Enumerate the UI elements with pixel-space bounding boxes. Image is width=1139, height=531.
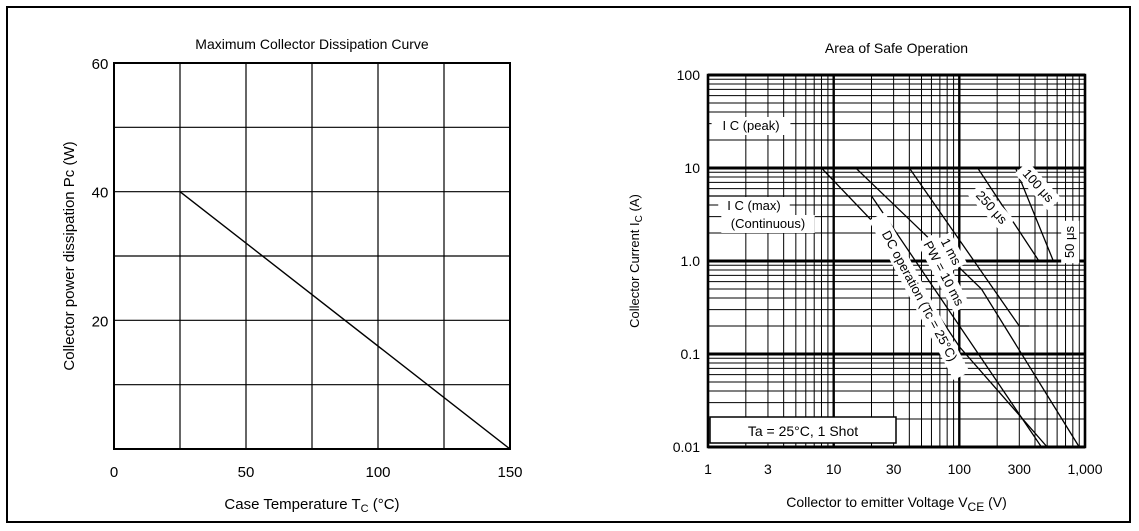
right-xtick-label: 1 [704,461,712,477]
label-ic-max: I C (max) [718,196,790,215]
left-ytick-label: 20 [92,313,109,330]
label-50us-bg [1061,220,1080,264]
left-y-axis-label: Collector power dissipation Pc (W) [61,141,78,370]
right-x-axis-label: Collector to emitter Voltage VCE (V) [786,494,1007,514]
label-ic-peak-text: I C (peak) [722,118,779,133]
left-chart-title: Maximum Collector Dissipation Curve [195,36,429,52]
label-ic-max-bg [718,196,790,215]
left-xtick-label: 0 [110,464,118,481]
figure-frame: 20 40 60 0 50 100 150 Maximum Collector Dissipa… [6,6,1131,523]
label-250us: 250 μs [967,183,1015,233]
right-xtick-label: 100 [948,461,972,477]
left-x-axis-label: Case Temperature TC (°C) [224,496,399,515]
right-xtick-label: 300 [1008,461,1032,477]
label-ic-max-text: I C (max) [727,198,780,213]
right-ytick-label: 0.1 [681,346,701,362]
label-1ms: 1 ms [934,232,967,272]
left-dissipation-line [179,191,511,450]
label-continuous-text: (Continuous) [731,216,805,231]
label-50us-text: 50 μs [1062,225,1077,258]
right-chart-title: Area of Safe Operation [825,40,968,56]
right-soa-line [708,167,1054,262]
label-continuous-bg [721,214,815,233]
right-ytick-label: 100 [677,67,701,83]
left-xtick-label: 150 [497,464,522,481]
label-1ms-bg [934,232,967,272]
label-100us-bg [1014,161,1062,211]
right-soa-line [708,195,1085,448]
right-ytick-label: 1.0 [681,253,701,269]
label-pw-10ms-bg [916,234,970,313]
left-ytick-label: 40 [92,185,109,202]
label-250us-bg [967,183,1015,233]
label-ic-peak-bg [711,117,791,135]
right-plot-border [706,73,1087,449]
right-ytick-label: 0.01 [673,439,700,455]
left-xtick-label: 50 [238,464,255,481]
charts-canvas: 20 40 60 0 50 100 150 Maximum Collector Dissipa… [61,36,1103,515]
label-ta-box [709,416,897,444]
label-ta-shot: Ta = 25°C, 1 Shot [748,423,858,439]
label-continuous: (Continuous) [721,214,815,233]
right-xtick-label: 10 [826,461,842,477]
label-ic-peak: I C (peak) [711,117,791,135]
label-dc-operation-bg [868,212,970,381]
right-xtick-label: 3 [764,461,772,477]
left-plot-border [113,62,511,450]
right-y-axis-label: Collector Current IC (A) [627,194,645,328]
left-ytick-label: 60 [92,56,109,73]
right-xtick-label: 1,000 [1067,461,1102,477]
right-ytick-label: 10 [684,160,700,176]
label-50us: 50 μs [1061,220,1080,264]
left-xtick-label: 100 [365,464,390,481]
right-xtick-label: 30 [886,461,902,477]
